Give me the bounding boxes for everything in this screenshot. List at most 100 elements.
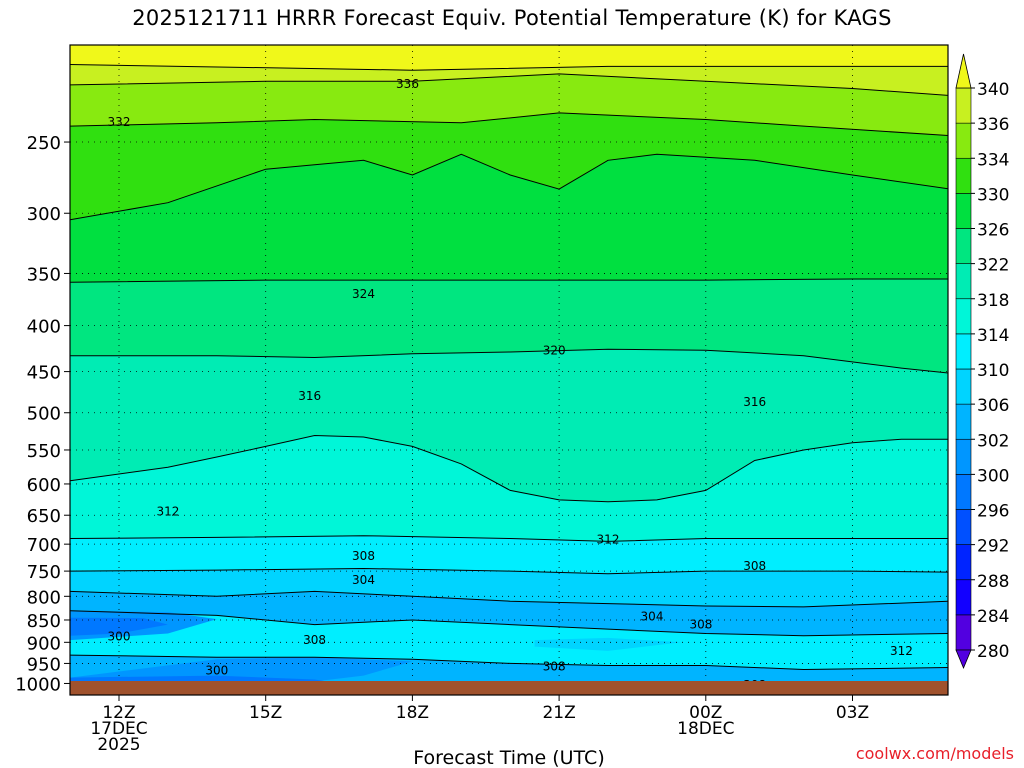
contour-line-0 <box>70 64 948 71</box>
y-tick-label: 350 <box>27 264 61 285</box>
contour-label: 308 <box>543 659 566 673</box>
y-tick-label: 1000 <box>15 674 61 695</box>
colorbar-label: 288 <box>977 572 1009 592</box>
colorbar-label: 296 <box>977 502 1009 522</box>
contour-line-6 <box>70 434 948 503</box>
theta-e-band-8 <box>70 535 948 574</box>
contour-label: 316 <box>298 389 321 403</box>
colorbar-segment <box>955 403 972 440</box>
colorbar-label: 302 <box>977 431 1009 451</box>
x-tick-label: 18DEC <box>677 719 734 739</box>
colorbar-label: 280 <box>977 642 1009 662</box>
contour-label: 304 <box>641 609 664 623</box>
colorbar-segment <box>955 544 972 581</box>
contour-line-2 <box>70 112 948 137</box>
colorbar-segment <box>955 438 972 475</box>
y-tick-label: 750 <box>27 562 61 583</box>
plot-frame <box>69 44 949 696</box>
credit-text: coolwx.com/models <box>855 744 1014 763</box>
colorbar-label: 292 <box>977 537 1009 557</box>
contour-label: 308 <box>689 618 712 632</box>
x-tick-label: 21Z <box>542 703 575 723</box>
contour-label: 300 <box>108 629 131 643</box>
colorbar-label: 306 <box>977 396 1009 416</box>
colorbar-min-triangle <box>955 649 972 670</box>
surface-ground <box>70 681 948 695</box>
contour-line-3 <box>70 153 948 221</box>
colorbar-label: 284 <box>977 607 1009 627</box>
colorbar-label: 330 <box>977 185 1009 205</box>
contour-label: 308 <box>303 633 326 647</box>
y-tick-label: 250 <box>27 133 61 154</box>
contour-line-7 <box>70 535 948 542</box>
colorbar-label: 326 <box>977 221 1009 241</box>
colorbar-max-triangle <box>955 53 972 89</box>
x-tick-label: 17DEC <box>90 719 147 739</box>
contour-line-10 <box>70 610 948 637</box>
x-tick-label: 2025 <box>97 735 140 755</box>
contour-label: 304 <box>352 573 375 587</box>
colorbar-label: 340 <box>977 80 1009 100</box>
chart-title: 2025121711 HRRR Forecast Equiv. Potentia… <box>132 6 892 30</box>
colorbar-segment <box>955 122 972 159</box>
y-tick-label: 300 <box>27 204 61 225</box>
y-tick-label: 950 <box>27 654 61 675</box>
contour-label: 332 <box>108 115 131 129</box>
colorbar-segment <box>955 614 972 651</box>
y-tick-label: 900 <box>27 633 61 654</box>
colorbar-segment <box>955 368 972 405</box>
colorbar-segment <box>955 87 972 124</box>
colorbar-label: 334 <box>977 150 1009 170</box>
contour-line-11 <box>70 654 948 671</box>
axes: 2503003504004505005506006507007508008509… <box>15 44 949 768</box>
contour-label: 312 <box>156 504 179 518</box>
contour-label: 316 <box>743 395 766 409</box>
colorbar-label: 310 <box>977 361 1009 381</box>
x-tick-label: 12Z <box>102 703 135 723</box>
y-tick-label: 600 <box>27 475 61 496</box>
colorbar-segment <box>955 263 972 300</box>
colorbar-segment <box>955 509 972 545</box>
y-tick-label: 500 <box>27 404 61 425</box>
x-tick-label: 15Z <box>249 703 282 723</box>
contour-line-5 <box>70 348 948 374</box>
theta-e-pocket-4 <box>534 637 682 651</box>
x-tick-label: 00Z <box>689 703 722 723</box>
fill-layers: 336 332 324 320 316 316 312 312 308 308 304 304 308 3… <box>70 45 948 695</box>
colorbar-segment <box>955 157 972 194</box>
colorbar-label: 322 <box>977 256 1009 276</box>
y-tick-label: 800 <box>27 587 61 608</box>
colorbar-segment <box>955 193 972 229</box>
y-tick-label: 400 <box>27 317 61 338</box>
contour-label: 300 <box>205 664 228 678</box>
contour-line-9 <box>70 590 948 608</box>
y-tick-label: 450 <box>27 363 61 384</box>
plot-area: 336 332 324 320 316 316 312 312 308 308 304 304 308 3… <box>70 45 948 695</box>
y-tick-label: 850 <box>27 611 61 632</box>
colorbar-segment <box>955 333 972 370</box>
y-tick-label: 700 <box>27 535 61 556</box>
x-tick-label: 18Z <box>396 703 429 723</box>
colorbar-segment <box>955 298 972 335</box>
colorbar-label: 318 <box>977 291 1009 311</box>
contour-label: 308 <box>352 549 375 563</box>
colorbar-label: 314 <box>977 326 1009 346</box>
y-tick-label: 550 <box>27 441 61 462</box>
contour-label: 320 <box>543 343 566 357</box>
contour-label: 336 <box>396 77 419 91</box>
x-axis-label: Forecast Time (UTC) <box>413 747 604 768</box>
colorbar-segment <box>955 474 972 510</box>
contour-label: 312 <box>597 533 620 547</box>
colorbar-label: 336 <box>977 115 1009 135</box>
colorbar-label: 300 <box>977 466 1009 486</box>
contour-label: 308 <box>743 559 766 573</box>
colorbar-segment <box>955 579 972 616</box>
contour-label: 312 <box>890 644 913 658</box>
y-tick-label: 650 <box>27 506 61 527</box>
contour-label: 324 <box>352 287 375 301</box>
x-tick-label: 03Z <box>836 703 869 723</box>
contour-line-8 <box>70 567 948 575</box>
theta-e-pocket-1 <box>70 617 168 636</box>
colorbar-segment <box>955 228 972 264</box>
